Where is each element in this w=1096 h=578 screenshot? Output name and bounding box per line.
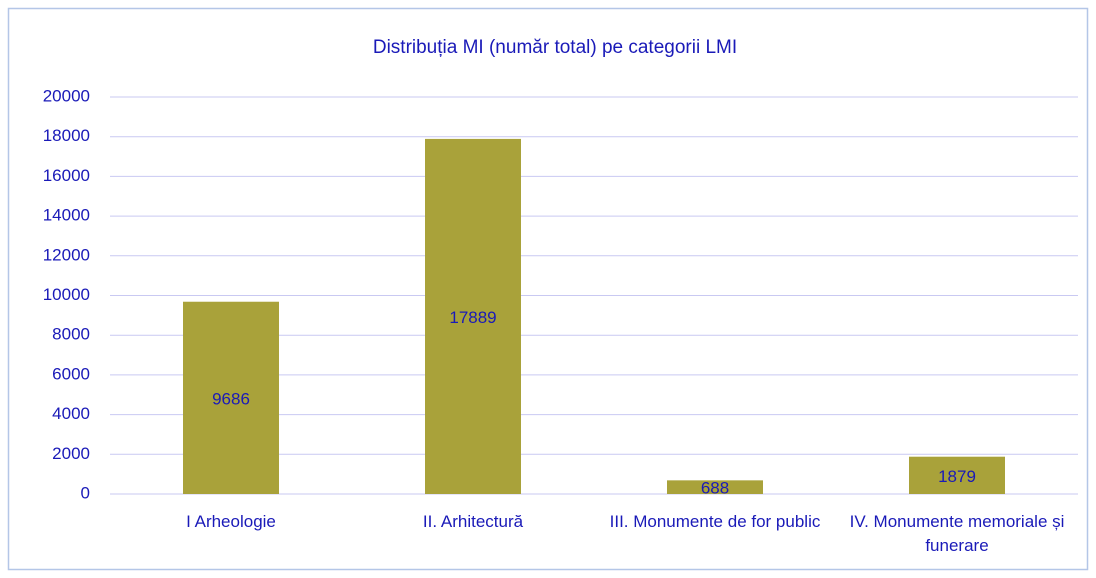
data-label: 9686 [212,389,250,408]
x-tick-label-box: II. Arhitectură [422,512,524,531]
x-tick-label: III. Monumente de for public [609,512,821,531]
x-tick-label: I Arheologie [186,512,276,531]
data-label: 688 [701,479,729,498]
y-tick-label: 4000 [52,404,90,423]
y-tick-label: 10000 [43,285,90,304]
y-tick-label: 14000 [43,206,90,225]
y-tick-label: 0 [81,483,90,502]
bar [425,138,521,494]
y-tick-label: 18000 [43,126,90,145]
data-label: 17889 [449,308,496,327]
y-tick-label: 12000 [43,245,90,264]
x-tick-label-box: I Arheologie [186,512,276,531]
data-label: 1879 [938,467,976,486]
bar [667,480,763,494]
x-tick-label: II. Arhitectură [422,512,524,531]
x-tick-label: IV. Monumente memoriale și funerare [849,512,1065,555]
y-tick-label: 8000 [52,325,90,344]
bar [909,456,1005,494]
x-tick-label-box: III. Monumente de for public [609,512,821,531]
x-tick-label-box: IV. Monumente memoriale și funerare [849,512,1065,555]
y-tick-label: 16000 [43,166,90,185]
bar [183,301,279,494]
y-tick-label: 20000 [43,86,90,105]
y-tick-label: 2000 [52,444,90,463]
y-tick-label: 6000 [52,364,90,383]
chart-title: Distribuția MI (număr total) pe categori… [373,37,737,58]
